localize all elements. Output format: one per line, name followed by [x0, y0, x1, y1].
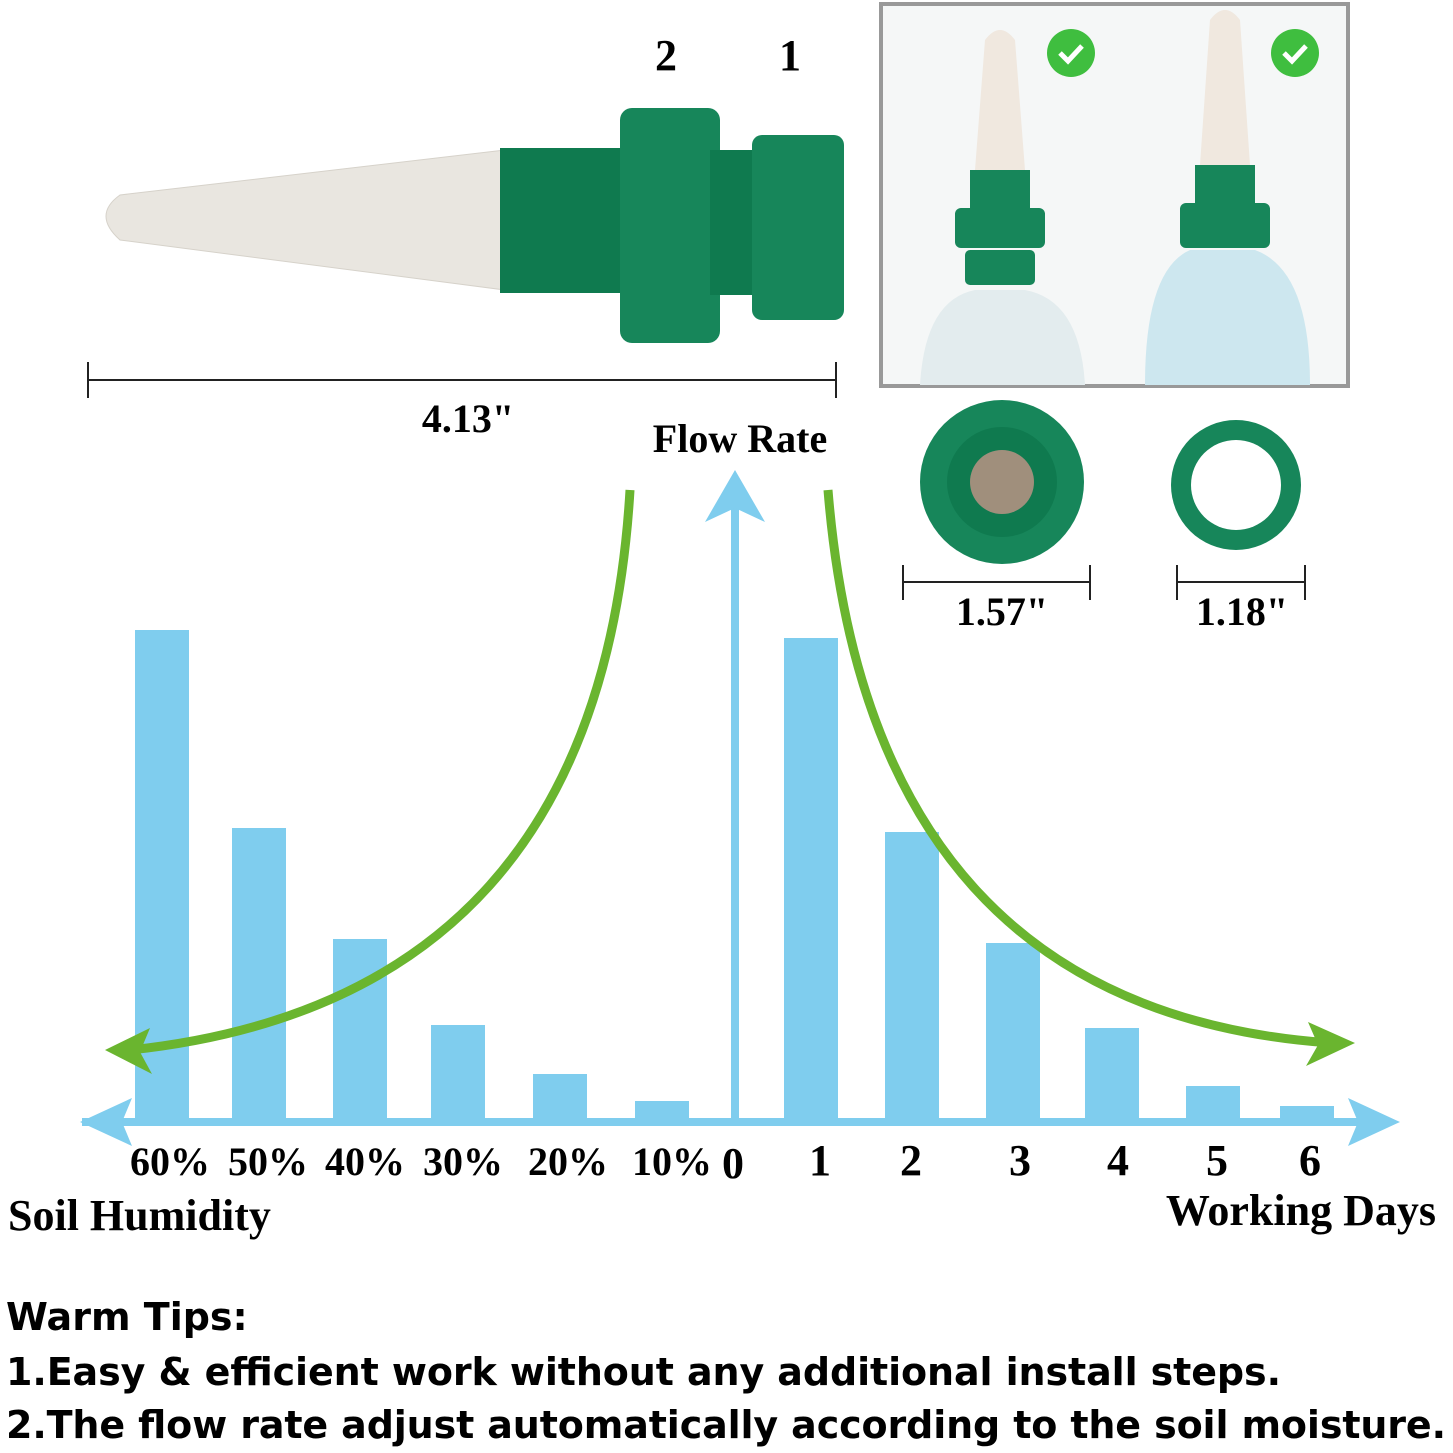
- x-tick-label: 30%: [423, 1139, 503, 1184]
- thread-label: 1: [779, 31, 801, 80]
- x-tick-label: 6: [1299, 1136, 1321, 1185]
- x-tick-label: 40%: [325, 1139, 405, 1184]
- x-tick-label: 4: [1107, 1136, 1129, 1185]
- bar: [986, 943, 1040, 1120]
- bar: [431, 1025, 485, 1120]
- axes: [80, 470, 1400, 1146]
- diameter-label: 1.57": [956, 589, 1048, 634]
- x-tick-label: 3: [1009, 1136, 1031, 1185]
- tip: 1.Easy & efficient work without any addi…: [6, 1350, 1281, 1394]
- trend-curves: [129, 489, 1331, 1055]
- thread-label: 2: [655, 31, 677, 80]
- x-tick-label: 60%: [130, 1139, 210, 1184]
- bars: [135, 630, 1334, 1120]
- x-tick-label: 5: [1206, 1136, 1228, 1185]
- bar: [232, 828, 286, 1120]
- x-axis-label: Soil Humidity: [8, 1191, 271, 1240]
- tip: 2.The flow rate adjust automatically acc…: [6, 1403, 1446, 1447]
- origin-label: 0: [722, 1139, 744, 1188]
- bar: [1280, 1106, 1334, 1120]
- chart-title: Flow Rate: [653, 416, 827, 461]
- x-tick-label: 50%: [228, 1139, 308, 1184]
- tips-title: Warm Tips:: [6, 1295, 248, 1339]
- diameter-label: 1.18": [1196, 589, 1288, 634]
- bar: [533, 1074, 587, 1120]
- spike-illustration: [105, 108, 844, 343]
- bar: [885, 832, 939, 1120]
- bar: [1186, 1086, 1240, 1120]
- end-views: [902, 400, 1306, 600]
- bottle-photo: [879, 2, 1350, 388]
- x-tick-label: 20%: [528, 1139, 608, 1184]
- length-label: 4.13": [422, 396, 514, 441]
- bar: [635, 1101, 689, 1120]
- x-tick-label: 2: [900, 1136, 922, 1185]
- bar: [784, 638, 838, 1120]
- x-tick-label: 1: [809, 1136, 831, 1185]
- x-tick-label: 10%: [632, 1139, 712, 1184]
- bar: [1085, 1028, 1139, 1120]
- length-dimension: [87, 362, 837, 398]
- bar: [333, 939, 387, 1120]
- x-axis-label: Working Days: [1166, 1186, 1436, 1235]
- trend-arrowheads: [105, 1022, 1355, 1074]
